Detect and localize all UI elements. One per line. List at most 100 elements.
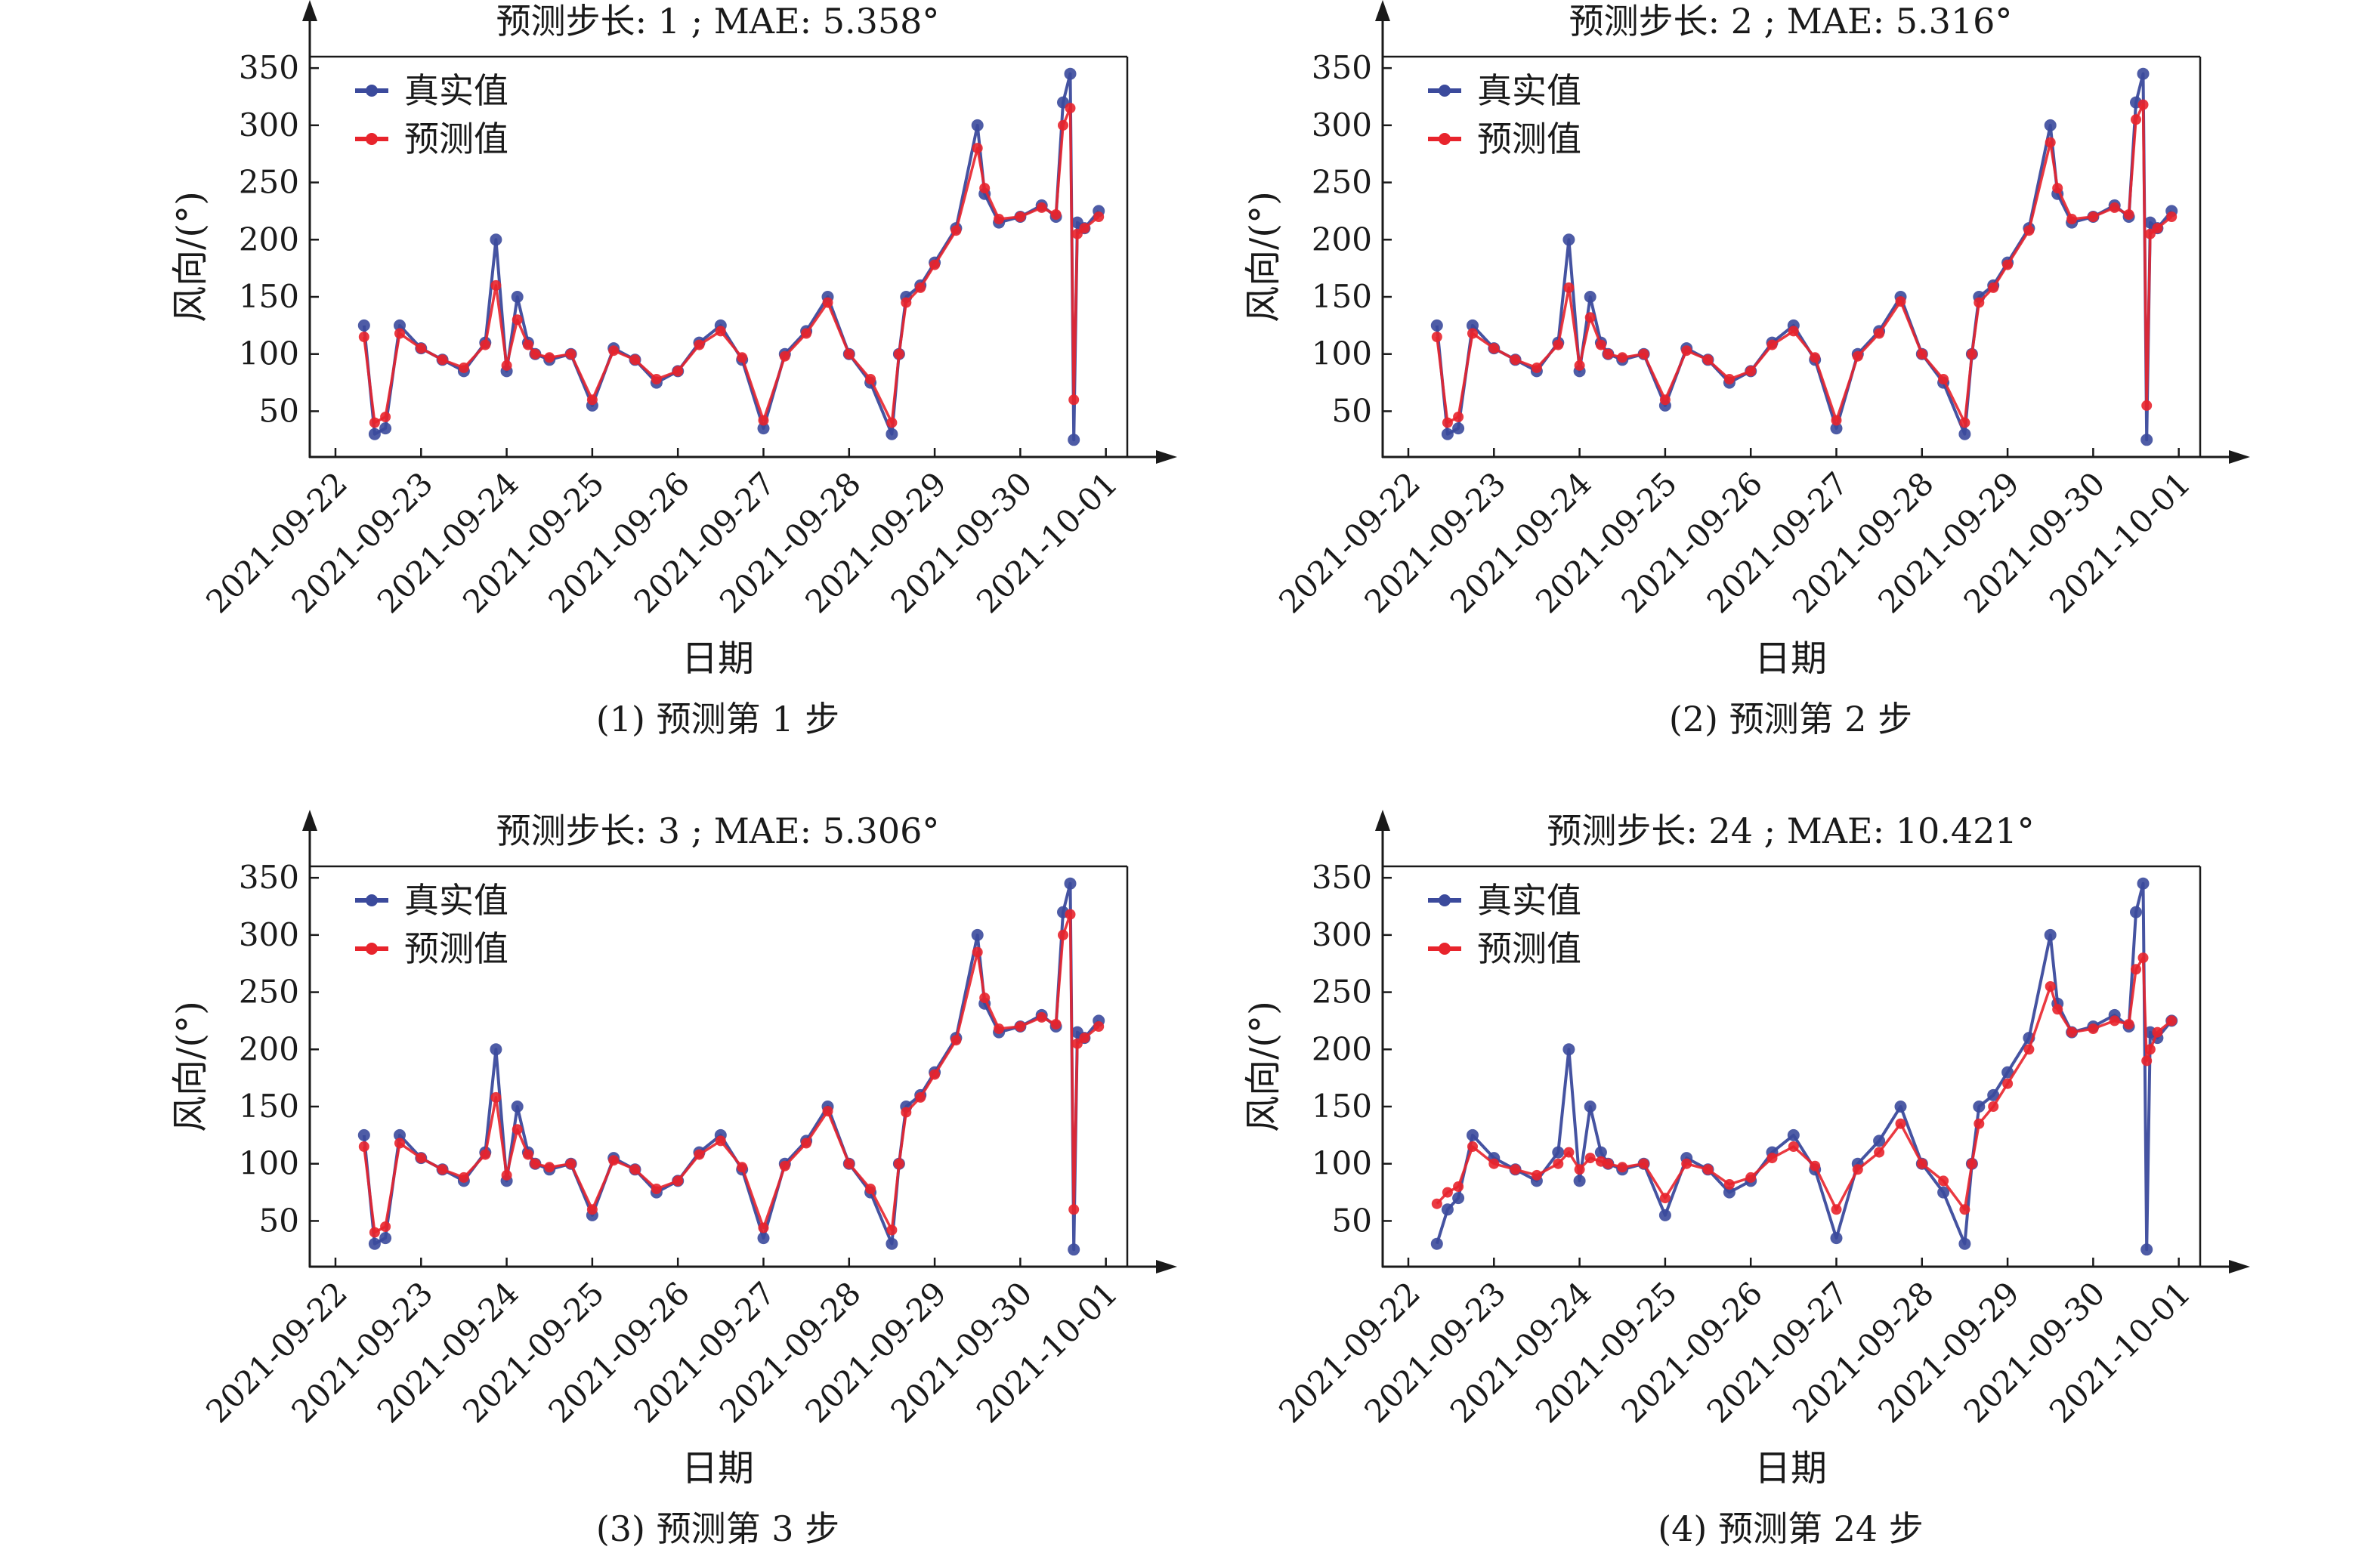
data-point — [886, 1224, 898, 1236]
y-tick-label: 150 — [239, 1088, 299, 1125]
data-point — [1531, 1169, 1542, 1181]
data-point — [1617, 1162, 1628, 1173]
data-point — [1441, 1203, 1454, 1216]
data-point — [2166, 1015, 2178, 1026]
chart-panel-3: 501001502002503003502021-09-222021-09-23… — [169, 810, 1177, 1549]
chart-title: 预测步长: 3 ; MAE: 5.306° — [496, 810, 940, 851]
data-point — [1553, 339, 1564, 350]
data-point — [2066, 214, 2078, 224]
data-point — [1966, 348, 1977, 360]
legend-label: 真实值 — [1477, 880, 1581, 921]
data-point — [886, 428, 898, 440]
data-point — [1015, 1021, 1026, 1032]
data-point — [357, 319, 370, 332]
data-point — [1036, 202, 1047, 213]
data-point — [2044, 928, 2057, 941]
data-point — [1453, 412, 1464, 422]
data-point — [915, 1091, 926, 1103]
data-point — [357, 1128, 370, 1141]
legend-swatch-marker — [366, 85, 378, 97]
data-point — [2088, 211, 2099, 222]
legend-swatch-marker — [1439, 85, 1451, 97]
data-point — [394, 1128, 406, 1141]
data-point — [1441, 428, 1454, 440]
data-point — [801, 1138, 812, 1149]
data-point — [1766, 339, 1778, 350]
data-point — [1015, 211, 1026, 222]
data-point — [1938, 374, 1949, 384]
y-tick-label: 50 — [1332, 1202, 1372, 1239]
data-point — [1987, 1088, 2000, 1101]
x-axis-title: 日期 — [682, 637, 754, 680]
data-point — [2144, 228, 2156, 239]
data-point — [901, 1107, 912, 1118]
data-point — [1050, 209, 1062, 220]
data-point — [1681, 345, 1692, 357]
data-point — [608, 1155, 620, 1166]
data-point — [843, 1158, 855, 1169]
y-tick-label: 50 — [259, 1202, 299, 1239]
data-point — [950, 1035, 962, 1046]
data-point — [1488, 1158, 1500, 1169]
chart-title: 预测步长: 1 ; MAE: 5.358° — [496, 1, 940, 42]
data-point — [1093, 211, 1105, 222]
data-point — [629, 354, 641, 366]
legend-swatch-marker — [1439, 894, 1451, 906]
data-point — [501, 360, 512, 371]
data-point — [2023, 225, 2035, 236]
y-tick-label: 250 — [239, 974, 299, 1011]
data-point — [2066, 1026, 2078, 1038]
data-point — [480, 339, 491, 350]
data-point — [1452, 1192, 1465, 1205]
data-point — [1584, 1101, 1596, 1113]
data-point — [1079, 223, 1090, 234]
data-point — [971, 119, 984, 131]
data-point — [1563, 282, 1575, 293]
legend-swatch-marker — [366, 894, 378, 906]
data-point — [1852, 1164, 1863, 1175]
y-tick-label: 350 — [1312, 49, 1372, 86]
x-axis-title: 日期 — [682, 1447, 754, 1490]
data-point — [490, 233, 502, 246]
y-tick-label: 50 — [259, 392, 299, 429]
legend-label: 真实值 — [1477, 70, 1581, 111]
data-point — [757, 1232, 770, 1245]
data-point — [757, 422, 770, 435]
data-point — [1574, 1164, 1585, 1175]
data-point — [1453, 1181, 1464, 1192]
data-point — [801, 328, 812, 339]
data-point — [2131, 964, 2141, 975]
data-point — [394, 319, 406, 332]
data-point — [490, 279, 502, 291]
data-point — [1638, 348, 1649, 360]
x-axis-arrow — [2229, 450, 2250, 464]
data-point — [1553, 1158, 1564, 1169]
data-point — [779, 1160, 790, 1172]
data-point — [865, 1184, 876, 1194]
y-tick-label: 100 — [239, 1145, 299, 1182]
data-point — [1787, 1128, 1800, 1141]
data-point — [1874, 1147, 1885, 1158]
data-point — [1937, 1186, 1950, 1199]
data-point — [1467, 1141, 1478, 1152]
y-axis-title: 风向/(°) — [169, 191, 212, 323]
y-tick-label: 300 — [239, 107, 299, 144]
data-point — [1958, 428, 1971, 440]
data-point — [672, 1175, 684, 1187]
data-point — [651, 1184, 662, 1194]
data-point — [1574, 360, 1585, 371]
data-point — [379, 1232, 392, 1245]
data-point — [972, 143, 983, 154]
data-point — [1638, 1158, 1649, 1169]
data-point — [1745, 1172, 1757, 1183]
data-point — [1973, 1101, 1986, 1113]
data-point — [2123, 209, 2134, 220]
y-tick-label: 250 — [1312, 164, 1372, 201]
data-point — [1442, 1187, 1453, 1198]
data-point — [608, 345, 620, 357]
y-axis-title: 风向/(°) — [1242, 1001, 1284, 1132]
y-axis-arrow — [1375, 0, 1390, 21]
data-point — [437, 354, 448, 366]
data-point — [1658, 1209, 1671, 1221]
